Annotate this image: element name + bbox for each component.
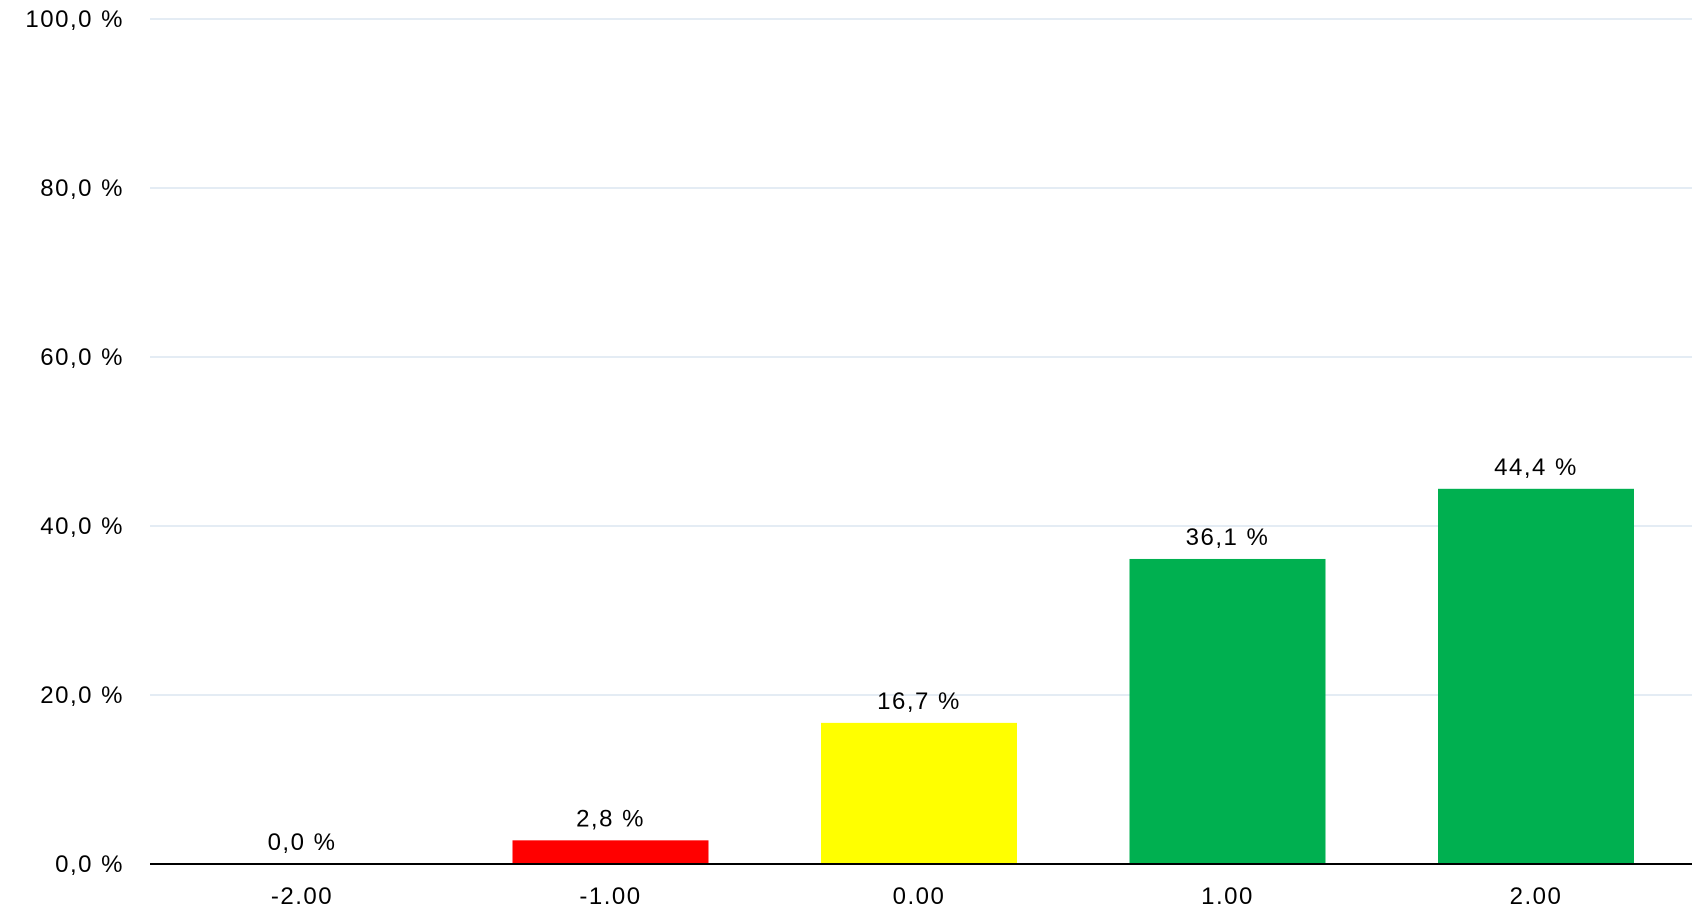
value-label: 44,4 % [1494,454,1578,481]
y-tick-label: 60,0 % [40,344,124,371]
gridlines [150,18,1692,696]
value-label: 0,0 % [268,829,337,856]
x-tick-label: 2.00 [1510,883,1563,910]
x-tick-label: 0.00 [893,883,946,910]
x-tick-label: -2.00 [271,883,333,910]
bar [1438,488,1634,864]
bars [512,488,1634,864]
x-tick-label: -1.00 [579,883,641,910]
y-tick-label: 80,0 % [40,175,124,202]
y-axis-tick-labels: 0,0 % 20,0 % 40,0 % 60,0 % 80,0 % 100,0 % [25,6,124,878]
y-tick-label: 0,0 % [55,851,124,878]
y-tick-label: 40,0 % [40,513,124,540]
bar [821,722,1017,864]
bar [1129,558,1326,864]
y-tick-label: 100,0 % [25,6,124,33]
value-labels: 0,0 % 2,8 % 16,7 % 36,1 % 44,4 % [268,454,1578,856]
value-label: 16,7 % [877,688,961,715]
x-axis-tick-labels: -2.00 -1.00 0.00 1.00 2.00 [271,883,1563,910]
y-tick-label: 20,0 % [40,682,124,709]
bar [512,840,709,864]
x-tick-label: 1.00 [1201,883,1254,910]
value-label: 36,1 % [1186,524,1270,551]
value-label: 2,8 % [576,805,645,832]
